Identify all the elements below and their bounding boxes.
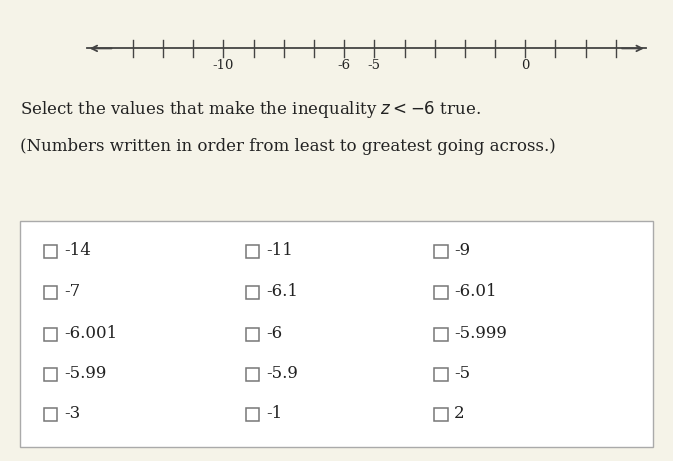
- Text: -9: -9: [454, 242, 470, 259]
- Bar: [434, 368, 448, 381]
- Bar: [246, 245, 259, 258]
- Text: -3: -3: [64, 406, 80, 422]
- Text: 0: 0: [521, 59, 530, 71]
- Text: (Numbers written in order from least to greatest going across.): (Numbers written in order from least to …: [20, 138, 556, 155]
- Bar: [44, 368, 57, 381]
- Text: -5.999: -5.999: [454, 325, 507, 342]
- Text: -6.001: -6.001: [64, 325, 117, 342]
- Bar: [246, 286, 259, 299]
- Text: -10: -10: [213, 59, 234, 71]
- Text: -7: -7: [64, 284, 80, 300]
- Bar: [434, 286, 448, 299]
- Bar: [434, 408, 448, 421]
- Bar: [20, 221, 653, 447]
- Text: -6: -6: [338, 59, 351, 71]
- Bar: [434, 245, 448, 258]
- Text: -6.1: -6.1: [266, 284, 298, 300]
- Text: Select the values that make the inequality $z < -6$ true.: Select the values that make the inequali…: [20, 99, 481, 120]
- Text: -5.99: -5.99: [64, 365, 106, 382]
- Text: -6: -6: [266, 325, 282, 342]
- Bar: [44, 286, 57, 299]
- Bar: [44, 245, 57, 258]
- Text: -5: -5: [454, 365, 470, 382]
- Bar: [246, 408, 259, 421]
- Bar: [44, 408, 57, 421]
- Bar: [246, 368, 259, 381]
- Text: -14: -14: [64, 242, 91, 259]
- Text: -5: -5: [368, 59, 381, 71]
- Text: -11: -11: [266, 242, 293, 259]
- Bar: [246, 328, 259, 341]
- Text: -5.9: -5.9: [266, 365, 297, 382]
- Bar: [44, 328, 57, 341]
- Bar: [434, 328, 448, 341]
- Text: 2: 2: [454, 406, 465, 422]
- Text: -6.01: -6.01: [454, 284, 497, 300]
- Text: -1: -1: [266, 406, 282, 422]
